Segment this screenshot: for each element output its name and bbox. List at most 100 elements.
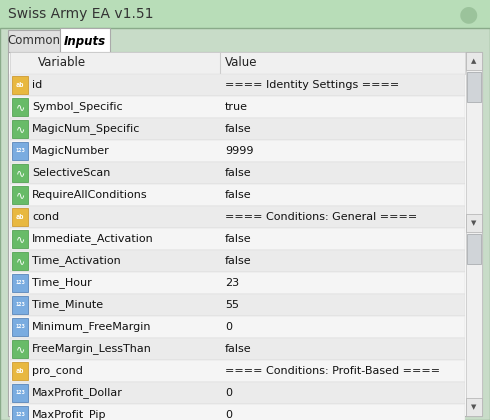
Bar: [10, 162, 465, 184]
Bar: [10, 96, 465, 118]
Bar: [12, 296, 28, 314]
Text: ▼: ▼: [471, 220, 477, 226]
Text: 0: 0: [225, 388, 232, 398]
Text: 0: 0: [225, 410, 232, 420]
Bar: [10, 294, 465, 316]
Bar: [12, 76, 28, 94]
Bar: [10, 74, 465, 96]
Bar: [0, 0, 490, 28]
Text: MagicNumber: MagicNumber: [32, 146, 110, 156]
Text: Minimum_FreeMargin: Minimum_FreeMargin: [32, 322, 151, 333]
Bar: [466, 52, 482, 70]
Text: ∿: ∿: [15, 256, 24, 266]
Text: 123: 123: [15, 281, 25, 286]
Text: 55: 55: [225, 300, 239, 310]
Text: 123: 123: [15, 302, 25, 307]
Text: id: id: [32, 80, 42, 90]
Bar: [10, 316, 465, 338]
Text: 123: 123: [15, 412, 25, 417]
Text: ==== Conditions: General ====: ==== Conditions: General ====: [225, 212, 417, 222]
Text: ab: ab: [16, 214, 24, 220]
Bar: [12, 406, 28, 420]
Text: false: false: [225, 190, 252, 200]
Text: ∿: ∿: [15, 168, 24, 178]
Text: false: false: [225, 168, 252, 178]
Bar: [8, 52, 482, 416]
Text: ab: ab: [16, 368, 24, 374]
Bar: [466, 398, 482, 416]
Bar: [466, 214, 482, 232]
Bar: [10, 404, 465, 420]
Bar: [12, 186, 28, 204]
Text: false: false: [225, 234, 252, 244]
Bar: [10, 118, 465, 140]
Text: Time_Minute: Time_Minute: [32, 299, 103, 310]
Bar: [12, 230, 28, 248]
Text: 123: 123: [15, 391, 25, 396]
Text: Swiss Army EA v1.51: Swiss Army EA v1.51: [8, 7, 153, 21]
Text: 123: 123: [15, 149, 25, 153]
Bar: [12, 98, 28, 116]
Bar: [60, 28, 110, 52]
Text: ●: ●: [458, 4, 478, 24]
Bar: [10, 206, 465, 228]
Text: false: false: [225, 124, 252, 134]
Text: Value: Value: [225, 57, 258, 69]
Text: RequireAllConditions: RequireAllConditions: [32, 190, 147, 200]
Text: ==== Identity Settings ====: ==== Identity Settings ====: [225, 80, 399, 90]
Text: MaxProfit_Pip: MaxProfit_Pip: [32, 410, 106, 420]
Text: ∿: ∿: [15, 190, 24, 200]
Text: Time_Hour: Time_Hour: [32, 278, 92, 289]
Text: 9999: 9999: [225, 146, 253, 156]
Text: ∿: ∿: [15, 234, 24, 244]
Text: 23: 23: [225, 278, 239, 288]
Bar: [12, 384, 28, 402]
Text: MagicNum_Specific: MagicNum_Specific: [32, 123, 140, 134]
Text: cond: cond: [32, 212, 59, 222]
Text: 123: 123: [15, 325, 25, 330]
Bar: [10, 382, 465, 404]
Bar: [10, 184, 465, 206]
Bar: [12, 208, 28, 226]
Bar: [10, 228, 465, 250]
Bar: [467, 72, 481, 102]
Bar: [10, 250, 465, 272]
Text: false: false: [225, 344, 252, 354]
Bar: [12, 252, 28, 270]
Bar: [10, 360, 465, 382]
Text: Inputs: Inputs: [64, 34, 106, 47]
Text: pro_cond: pro_cond: [32, 365, 83, 376]
Text: ab: ab: [16, 82, 24, 88]
Bar: [466, 52, 482, 416]
Bar: [12, 142, 28, 160]
Bar: [8, 30, 60, 52]
Text: SelectiveScan: SelectiveScan: [32, 168, 110, 178]
Text: 0: 0: [225, 322, 232, 332]
Text: Variable: Variable: [38, 57, 86, 69]
Bar: [12, 318, 28, 336]
Bar: [10, 272, 465, 294]
Bar: [467, 234, 481, 264]
Bar: [12, 362, 28, 380]
Text: Immediate_Activation: Immediate_Activation: [32, 234, 154, 244]
Text: true: true: [225, 102, 248, 112]
Bar: [10, 52, 465, 74]
Bar: [12, 274, 28, 292]
Text: Time_Activation: Time_Activation: [32, 255, 121, 266]
Text: ==== Conditions: Profit-Based ====: ==== Conditions: Profit-Based ====: [225, 366, 440, 376]
Bar: [12, 340, 28, 358]
Bar: [12, 120, 28, 138]
Bar: [12, 164, 28, 182]
Text: ∿: ∿: [15, 124, 24, 134]
Text: ∿: ∿: [15, 344, 24, 354]
Text: Symbol_Specific: Symbol_Specific: [32, 102, 122, 113]
Text: ▲: ▲: [471, 58, 477, 64]
Text: ▼: ▼: [471, 404, 477, 410]
Text: ∿: ∿: [15, 102, 24, 112]
Bar: [10, 140, 465, 162]
Bar: [10, 338, 465, 360]
Text: FreeMargin_LessThan: FreeMargin_LessThan: [32, 344, 152, 354]
Text: MaxProfit_Dollar: MaxProfit_Dollar: [32, 388, 123, 399]
Text: false: false: [225, 256, 252, 266]
Text: Common: Common: [7, 34, 60, 47]
